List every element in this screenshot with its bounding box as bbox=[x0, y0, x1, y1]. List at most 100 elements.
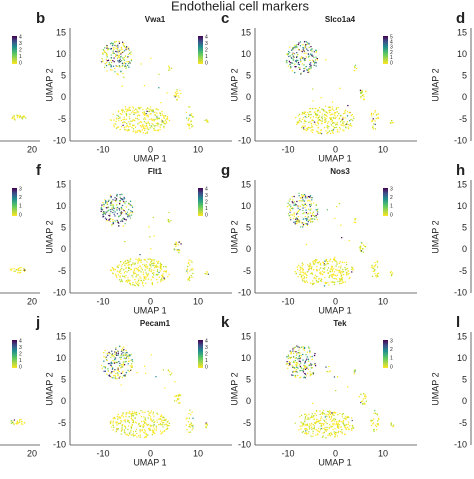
cell bbox=[117, 416, 119, 418]
cell bbox=[109, 119, 112, 121]
cell bbox=[135, 258, 137, 260]
cell bbox=[160, 420, 163, 422]
cell bbox=[330, 415, 333, 418]
cell bbox=[339, 282, 341, 285]
cell bbox=[146, 128, 148, 130]
cell bbox=[151, 263, 153, 265]
cell bbox=[126, 354, 128, 356]
cell bbox=[314, 59, 317, 61]
cell bbox=[152, 259, 154, 261]
cell bbox=[146, 126, 148, 128]
cell bbox=[113, 370, 115, 373]
cell bbox=[124, 211, 127, 213]
cell bbox=[136, 371, 138, 374]
y-axis-label: UMAP 2 bbox=[229, 68, 239, 101]
cell bbox=[116, 73, 118, 75]
cell bbox=[134, 262, 137, 265]
cell bbox=[120, 353, 123, 355]
cell bbox=[153, 424, 155, 426]
cell bbox=[106, 59, 109, 62]
cell bbox=[302, 49, 304, 51]
cell bbox=[138, 114, 140, 116]
cell bbox=[297, 115, 300, 117]
cell bbox=[124, 421, 126, 423]
cell bbox=[102, 49, 105, 51]
cell bbox=[156, 412, 158, 414]
cell bbox=[309, 117, 312, 119]
x-tick-label: 20 bbox=[27, 448, 37, 458]
cell bbox=[325, 366, 327, 368]
cell bbox=[136, 432, 138, 435]
cell bbox=[158, 260, 160, 263]
cell bbox=[321, 273, 323, 275]
cell bbox=[170, 220, 172, 222]
cell bbox=[325, 111, 328, 114]
cell bbox=[153, 125, 156, 127]
cell bbox=[112, 218, 114, 221]
cell bbox=[341, 270, 343, 273]
cell bbox=[326, 124, 329, 127]
cell bbox=[333, 431, 335, 433]
cell bbox=[312, 416, 315, 418]
cell bbox=[110, 42, 113, 44]
cell bbox=[120, 220, 122, 223]
cell bbox=[298, 63, 301, 66]
cell bbox=[347, 127, 350, 130]
cell bbox=[189, 426, 192, 428]
cell bbox=[294, 223, 296, 225]
cell bbox=[326, 126, 328, 128]
cell bbox=[117, 418, 119, 420]
cell bbox=[144, 117, 146, 119]
cell bbox=[330, 426, 332, 428]
cell bbox=[104, 51, 106, 54]
cell bbox=[191, 411, 193, 413]
colorbar bbox=[12, 36, 17, 64]
cell bbox=[125, 279, 128, 282]
cell bbox=[346, 272, 348, 274]
cell bbox=[124, 375, 127, 377]
cell bbox=[302, 346, 305, 348]
cell bbox=[322, 261, 324, 263]
cell bbox=[308, 43, 310, 45]
cell bbox=[159, 126, 162, 128]
cell bbox=[178, 96, 180, 98]
cell bbox=[100, 208, 103, 210]
cell bbox=[149, 127, 151, 129]
cell bbox=[295, 369, 298, 371]
cell bbox=[116, 195, 119, 197]
cell bbox=[141, 112, 144, 114]
cell bbox=[291, 201, 293, 203]
cell bbox=[374, 273, 376, 275]
cell bbox=[311, 48, 313, 50]
cell bbox=[329, 258, 332, 260]
cell bbox=[316, 270, 318, 272]
cell bbox=[143, 111, 145, 113]
cell bbox=[348, 111, 350, 114]
cell bbox=[337, 431, 339, 434]
cell bbox=[325, 120, 327, 122]
cell bbox=[140, 63, 142, 65]
cell bbox=[307, 71, 309, 74]
cell bbox=[102, 214, 104, 216]
cell bbox=[117, 351, 120, 353]
cell bbox=[121, 85, 123, 87]
cell bbox=[120, 53, 122, 55]
cell bbox=[296, 371, 299, 373]
cell bbox=[104, 202, 107, 204]
cell bbox=[120, 206, 123, 209]
y-tick-label: -5 bbox=[459, 418, 467, 428]
cell bbox=[295, 357, 298, 359]
colorbar-label: 3 bbox=[205, 41, 208, 47]
cell bbox=[143, 436, 146, 439]
cell bbox=[334, 124, 337, 126]
cell bbox=[332, 258, 335, 261]
cell bbox=[107, 362, 110, 365]
cell bbox=[130, 264, 133, 266]
cell bbox=[127, 62, 130, 65]
cell bbox=[120, 55, 122, 58]
cell bbox=[293, 47, 295, 49]
cell bbox=[121, 427, 123, 429]
cell bbox=[13, 270, 15, 272]
cell bbox=[104, 357, 107, 359]
cell bbox=[291, 374, 293, 376]
